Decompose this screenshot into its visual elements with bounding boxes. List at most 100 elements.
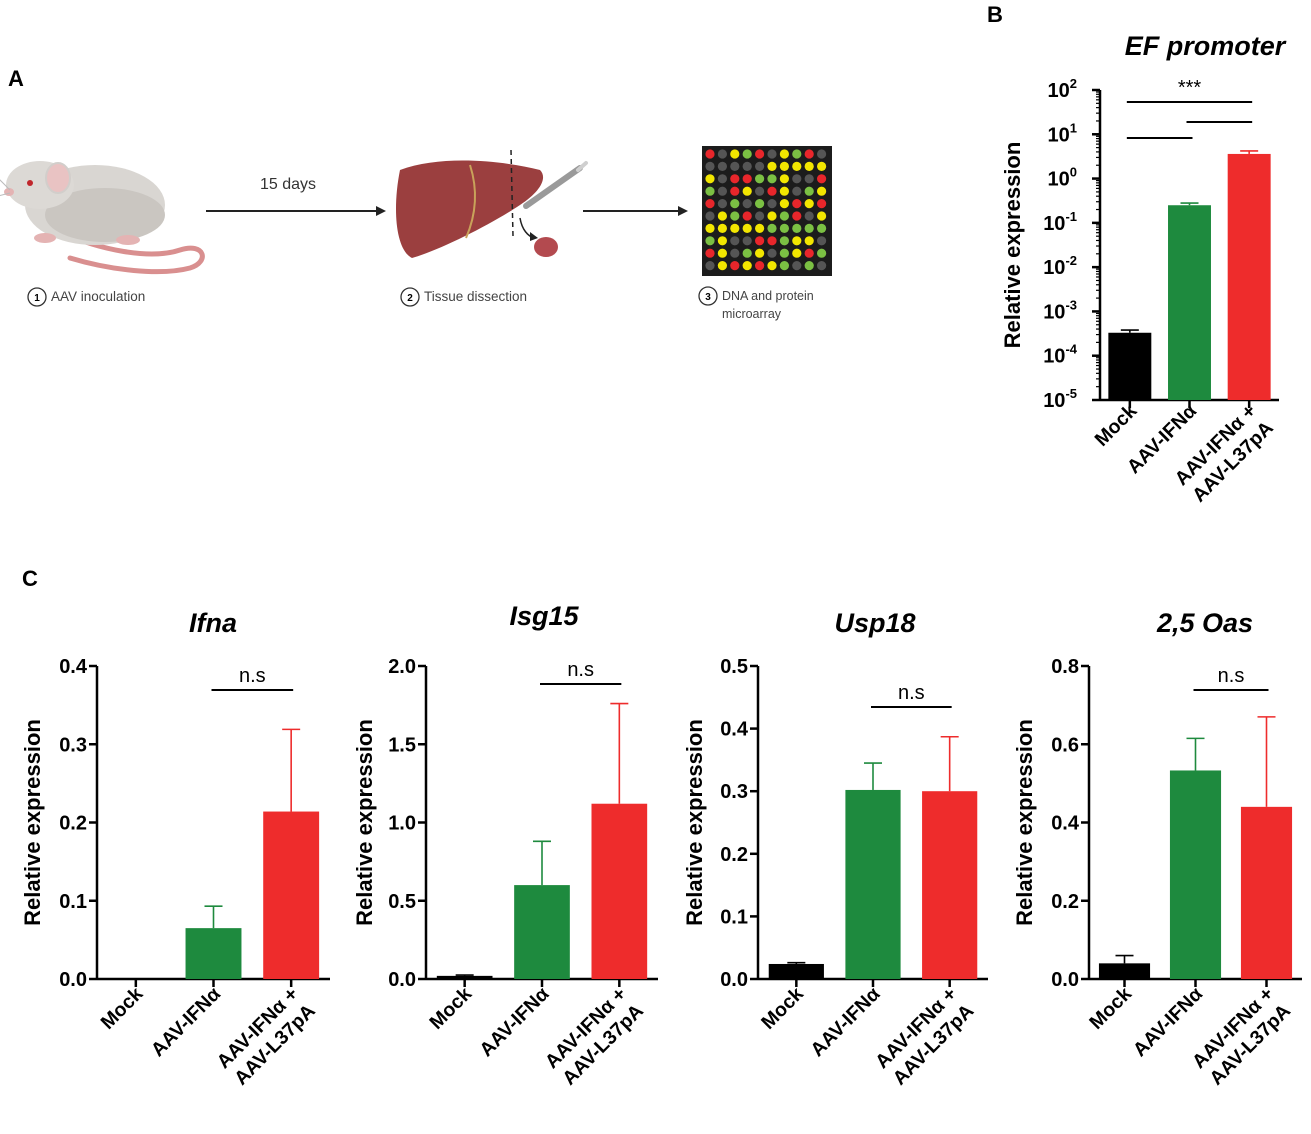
microarray-dot (717, 223, 728, 233)
chart-title: 2,5 Oas (1156, 608, 1253, 638)
microarray-illustration (702, 146, 832, 276)
y-tick-label: 0.2 (720, 844, 748, 866)
microarray-dot (742, 236, 752, 246)
y-tick-label: 0.1 (720, 906, 748, 928)
microarray-dot (767, 161, 777, 171)
microarray-dot (779, 149, 790, 159)
microarray-dot (792, 236, 802, 246)
microarray-dot (730, 149, 740, 159)
step-2: 2 Tissue dissection (400, 287, 527, 307)
microarray-dot (817, 248, 827, 258)
category-label: Mock (757, 983, 808, 1034)
microarray-dot (804, 248, 814, 258)
microarray-dot (779, 223, 790, 233)
category-label: AAV-IFNα (475, 983, 553, 1061)
microarray-dot (730, 199, 740, 209)
y-tick-label: 0.5 (388, 891, 416, 913)
microarray-dot (792, 261, 802, 271)
microarray-dot (792, 223, 802, 233)
microarray-dot (755, 248, 765, 258)
microarray-dot (779, 248, 790, 258)
microarray-dot (804, 149, 814, 159)
step-3-number: 3 (705, 292, 711, 303)
microarray-dot (804, 161, 814, 171)
microarray-dot (755, 261, 765, 271)
arrow-label: 15 days (260, 176, 316, 193)
y-tick-label: 10-4 (1043, 342, 1078, 368)
step-2-number: 2 (407, 293, 413, 304)
microarray-dot (742, 199, 752, 209)
microarray-dot (817, 149, 827, 159)
microarray-dot (705, 248, 715, 258)
microarray-dot (767, 248, 777, 258)
microarray-dot (717, 149, 728, 159)
microarray-dot (755, 186, 765, 196)
y-tick-label: 100 (1048, 165, 1077, 191)
microarray-dot (792, 149, 802, 159)
y-tick-label: 0.0 (388, 969, 416, 991)
y-tick-label: 1.0 (388, 813, 416, 835)
microarray-dot (742, 261, 752, 271)
microarray-dot (730, 186, 740, 196)
chart-ifna: Ifna 0.0 0.1 0.2 0.3 0.4 Relative expression Mo… (20, 608, 330, 1090)
microarray-dot (779, 174, 790, 184)
category-label: AAV-IFNα (806, 983, 884, 1061)
microarray-dot (767, 236, 777, 246)
chart-usp18: Usp18 0.0 0.1 0.2 0.3 0.4 0.5 Relative expressi… (682, 608, 988, 1090)
microarray-dot (705, 199, 715, 209)
bar (922, 791, 978, 979)
step-3: 3 DNA and protein microarray (698, 286, 814, 321)
microarray-dot (767, 199, 777, 209)
microarray-dot (717, 186, 728, 196)
microarray-dot (705, 236, 715, 246)
significance-label: *** (1178, 77, 1202, 99)
microarray-dot (705, 223, 715, 233)
microarray-dot (817, 261, 827, 271)
panel-letter-b: B (987, 2, 1003, 27)
microarray-dot (767, 174, 777, 184)
microarray-dot (705, 149, 715, 159)
microarray-dot (804, 186, 814, 196)
microarray-dot (705, 161, 715, 171)
significance-label: n.s (1218, 665, 1245, 687)
microarray-dot (717, 174, 728, 184)
microarray-dot (779, 211, 790, 221)
bar (436, 975, 493, 979)
arrow-2-head (678, 206, 688, 216)
bar (845, 789, 901, 979)
panel-letter-c: C (22, 566, 38, 591)
microarray-dot (730, 211, 740, 221)
y-tick-label: 0.2 (59, 813, 87, 835)
bar (185, 928, 242, 979)
microarray-dot (817, 174, 827, 184)
category-label: Mock (425, 983, 476, 1034)
bar (768, 963, 824, 979)
microarray-dot (742, 211, 752, 221)
chart-title: Usp18 (834, 608, 915, 638)
bar (1168, 205, 1211, 400)
microarray-dot (755, 161, 765, 171)
arrow-1-head (376, 206, 386, 216)
microarray-dot (755, 236, 765, 246)
microarray-dot (730, 174, 740, 184)
category-label: Mock (97, 983, 148, 1034)
y-tick-label: 0.5 (720, 656, 748, 678)
microarray-dot (792, 174, 802, 184)
chart-isg15: Isg15 0.0 0.5 1.0 1.5 2.0 Relative expression M… (352, 601, 658, 1090)
y-tick-label: 0.2 (1051, 891, 1079, 913)
step-1: 1 AAV inoculation (27, 287, 145, 307)
microarray-dot (742, 161, 752, 171)
chart-title: Ifna (189, 608, 237, 638)
microarray-dot (779, 161, 790, 171)
step-1-label: AAV inoculation (51, 289, 145, 304)
y-axis-label: Relative expression (20, 719, 45, 926)
bar (1108, 332, 1152, 400)
microarray-dot (767, 261, 777, 271)
microarray-dot (717, 161, 728, 171)
microarray-dot (804, 223, 814, 233)
microarray-dot (705, 174, 715, 184)
panel-letter-a: A (8, 66, 24, 91)
microarray-dot (792, 186, 802, 196)
y-tick-label: 0.1 (59, 891, 87, 913)
